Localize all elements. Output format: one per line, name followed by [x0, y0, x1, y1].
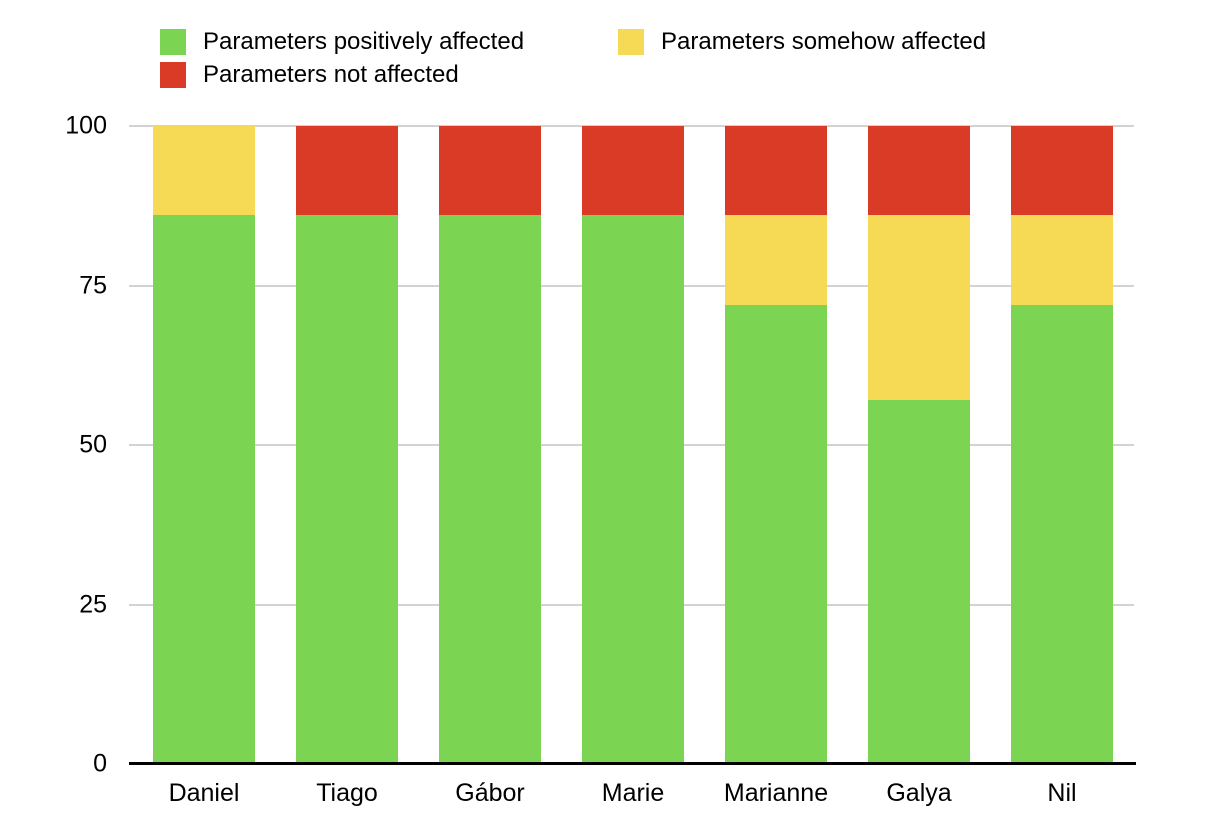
bar-segment: [582, 126, 684, 216]
bar-segment: [296, 215, 398, 764]
x-axis-category-label: Daniel: [168, 779, 240, 807]
x-axis-category-label: Galya: [886, 779, 952, 807]
legend-entry: Parameters positively affected: [160, 29, 524, 55]
y-axis-tick-label: 100: [65, 111, 107, 140]
bar-segment: [868, 126, 970, 216]
bar-tiago: [296, 126, 398, 764]
bar-segment: [439, 126, 541, 216]
legend-entry: Parameters not affected: [160, 62, 459, 88]
y-axis-tick-label: 25: [79, 590, 107, 618]
bar-segment: [582, 215, 684, 764]
bar-segment: [153, 126, 255, 216]
y-axis-tick-label: 50: [79, 430, 107, 459]
x-axis-line: [129, 762, 1136, 765]
y-axis-tick-label: 0: [93, 749, 107, 778]
legend-label: Parameters not affected: [203, 61, 459, 88]
bar-gabor: [439, 126, 541, 764]
bar-segment: [1011, 126, 1113, 216]
bar-daniel: [153, 126, 255, 764]
bar-segment: [1011, 215, 1113, 305]
bar-segment: [725, 215, 827, 305]
y-axis-tick-label: 75: [79, 271, 107, 299]
x-axis-category-label: Marie: [601, 779, 665, 807]
bar-segment: [296, 126, 398, 216]
gridline-100: [129, 125, 1134, 127]
bar-segment: [153, 215, 255, 764]
bar-segment: [725, 304, 827, 764]
bar-marie: [582, 126, 684, 764]
x-axis-category-label: Nil: [1047, 779, 1077, 807]
bar-marianne: [725, 126, 827, 764]
legend-color-swatch: [618, 29, 644, 55]
bar-segment: [868, 400, 970, 764]
legend-label: Parameters somehow affected: [661, 28, 987, 55]
bar-nil: [1011, 126, 1113, 764]
legend-label: Parameters positively affected: [203, 28, 525, 55]
x-axis-category-label: Marianne: [723, 779, 829, 807]
legend-color-swatch: [160, 62, 186, 88]
x-axis-category-label: Gábor: [455, 779, 525, 807]
bar-galya: [868, 126, 970, 764]
chart-legend: Parameters positively affected Parameters…: [0, 0, 1218, 100]
bar-segment: [1011, 304, 1113, 764]
bar-segment: [868, 215, 970, 401]
bar-segment: [725, 126, 827, 216]
legend-entry: Parameters somehow affected: [618, 29, 986, 55]
legend-color-swatch: [160, 29, 186, 55]
x-axis-category-label: Tiago: [316, 779, 378, 807]
bar-segment: [439, 215, 541, 764]
